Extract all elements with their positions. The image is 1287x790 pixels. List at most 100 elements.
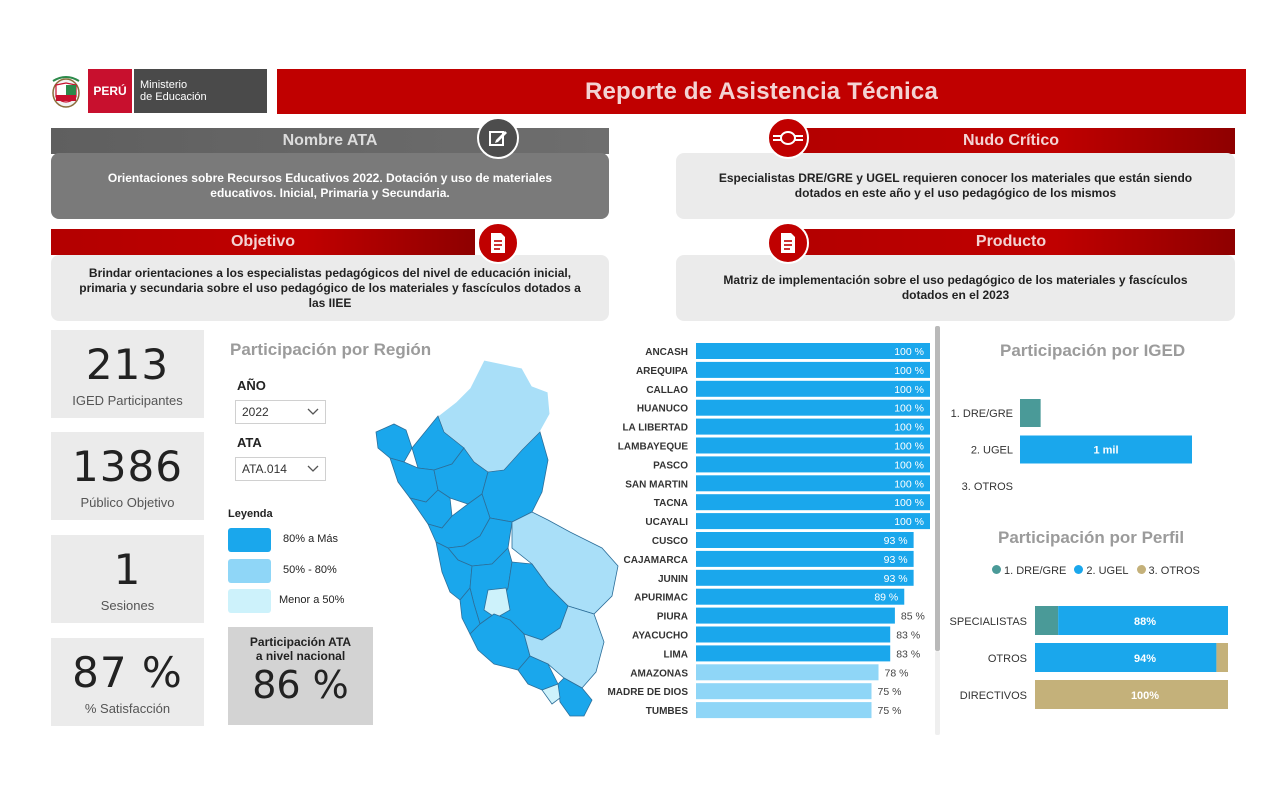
legend-title: Leyenda	[228, 508, 273, 520]
region-bar	[696, 418, 930, 435]
region-label: LAMBAYEQUE	[618, 442, 689, 453]
region-value-label: 100 %	[894, 478, 924, 490]
perfil-value-label: 100%	[1131, 690, 1159, 702]
kpi-card: 1 Sesiones	[51, 535, 204, 623]
region-bar	[696, 664, 879, 681]
region-label: AREQUIPA	[636, 366, 688, 377]
map-region-tacna	[557, 677, 593, 717]
region-bar	[696, 361, 930, 378]
region-value-label: 100 %	[894, 365, 924, 377]
ata-dropdown[interactable]: ATA.014	[235, 457, 326, 481]
scrollbar-track[interactable]	[935, 651, 940, 735]
region-label: PIURA	[657, 612, 688, 623]
nudo-critico-header: Nudo Crítico	[787, 128, 1235, 154]
objetivo-box: Brindar orientaciones a los especialista…	[51, 255, 609, 321]
region-value-label: 78 %	[885, 667, 909, 679]
producto-text: Matriz de implementación sobre el uso pe…	[723, 273, 1188, 302]
perfil-bar-segment	[1035, 643, 1217, 672]
region-label: UCAYALI	[645, 517, 688, 528]
peru-map[interactable]	[372, 352, 622, 718]
perfil-legend-label: 1. DRE/GRE	[1004, 565, 1067, 577]
perfil-bar-segment	[1058, 606, 1228, 635]
region-label: LA LIBERTAD	[622, 423, 688, 434]
region-value-label: 100 %	[894, 497, 924, 509]
perfil-label: OTROS	[988, 653, 1027, 665]
iged-chart-title: Participación por IGED	[1000, 341, 1186, 360]
region-label: AYACUCHO	[632, 631, 688, 642]
perfil-legend-label: 3. OTROS	[1148, 565, 1200, 577]
ministry-name: Ministerio de Educación	[132, 69, 267, 113]
region-value-label: 75 %	[878, 686, 902, 698]
page-title: Reporte de Asistencia Técnica	[277, 69, 1246, 114]
region-bar	[696, 683, 872, 700]
region-value-label: 100 %	[894, 346, 924, 358]
perfil-bar-segment	[1216, 643, 1228, 672]
iged-bar-chart: 1. DRE/GRE 2. UGEL 1 mil 3. OTROS	[951, 399, 1192, 493]
kpi-value: 87 %	[72, 648, 183, 697]
region-bar	[696, 569, 914, 586]
region-label: CUSCO	[652, 536, 688, 547]
knot-icon	[767, 117, 809, 159]
region-label: TACNA	[654, 498, 688, 509]
legend-label: Menor a 50%	[279, 594, 345, 606]
chevron-down-icon	[307, 408, 319, 415]
legend-dot-icon	[1136, 565, 1146, 574]
ministry-line-1: Ministerio	[140, 79, 188, 91]
region-value-label: 100 %	[894, 441, 924, 453]
legend-swatch-low	[228, 589, 271, 613]
region-value-label: 100 %	[894, 384, 924, 396]
objetivo-text: Brindar orientaciones a los especialista…	[79, 265, 581, 310]
nombre-ata-title: Nombre ATA	[282, 132, 378, 149]
peru-label: PERÚ	[88, 69, 132, 113]
nombre-ata-box: Orientaciones sobre Recursos Educativos …	[51, 153, 609, 219]
region-label: APURIMAC	[634, 593, 688, 604]
map-region-unknown	[541, 683, 561, 705]
document-icon	[477, 222, 519, 264]
region-value-label: 85 %	[901, 611, 925, 623]
edit-icon	[477, 117, 519, 159]
perfil-bar-segment	[1035, 606, 1059, 635]
region-value-label: 100 %	[894, 459, 924, 471]
region-value-label: 89 %	[874, 592, 898, 604]
region-label: JUNIN	[658, 574, 688, 585]
legend-label: 80% a Más	[283, 533, 339, 545]
ministry-logo: PERÚ Ministerio de Educación	[48, 69, 267, 113]
region-bar	[696, 456, 930, 473]
region-value-label: 93 %	[884, 535, 908, 547]
year-dropdown[interactable]: 2022	[235, 400, 326, 424]
kpi-label: Público Objetivo	[80, 495, 175, 510]
region-bar	[696, 399, 930, 416]
region-bar	[696, 437, 930, 454]
ata-filter-label: ATA	[237, 435, 262, 450]
perfil-legend-label: 2. UGEL	[1086, 565, 1129, 577]
region-label: CAJAMARCA	[624, 555, 688, 566]
perfil-legend-item: 2. UGEL	[1074, 565, 1129, 577]
nombre-ata-header: Nombre ATA	[51, 128, 609, 154]
legend-swatch-high	[228, 528, 271, 552]
region-label: AMAZONAS	[630, 668, 688, 679]
producto-title: Producto	[975, 233, 1047, 250]
perfil-stacked-bar-chart: ESPECIALISTAS 88% OTROS 94% DIRECTIVOS 100%	[950, 606, 1228, 709]
nudo-critico-text: Especialistas DRE/GRE y UGEL requieren c…	[718, 171, 1193, 200]
document-icon	[767, 222, 809, 264]
kpi-label: IGED Participantes	[72, 393, 183, 408]
iged-bar	[1020, 435, 1192, 464]
year-dropdown-value: 2022	[242, 405, 269, 419]
national-participation-card: Participación ATA a nivel nacional 86 %	[228, 627, 373, 725]
legend-dot-icon	[1074, 565, 1084, 574]
region-value-label: 83 %	[896, 648, 920, 660]
nudo-critico-box: Especialistas DRE/GRE y UGEL requieren c…	[676, 153, 1235, 219]
perfil-value-label: 94%	[1134, 653, 1156, 665]
scrollbar-thumb[interactable]	[935, 326, 940, 651]
perfil-label: ESPECIALISTAS	[950, 616, 1027, 628]
region-bar	[696, 343, 930, 359]
iged-bar	[1020, 399, 1041, 427]
region-bar	[696, 494, 930, 511]
region-value-label: 100 %	[894, 516, 924, 528]
region-value-label: 93 %	[884, 573, 908, 585]
national-value: 86 %	[252, 663, 349, 707]
region-label: TUMBES	[646, 706, 689, 717]
region-bar	[696, 380, 930, 397]
legend-label: 50% - 80%	[283, 564, 337, 576]
year-filter-label: AÑO	[237, 378, 266, 393]
